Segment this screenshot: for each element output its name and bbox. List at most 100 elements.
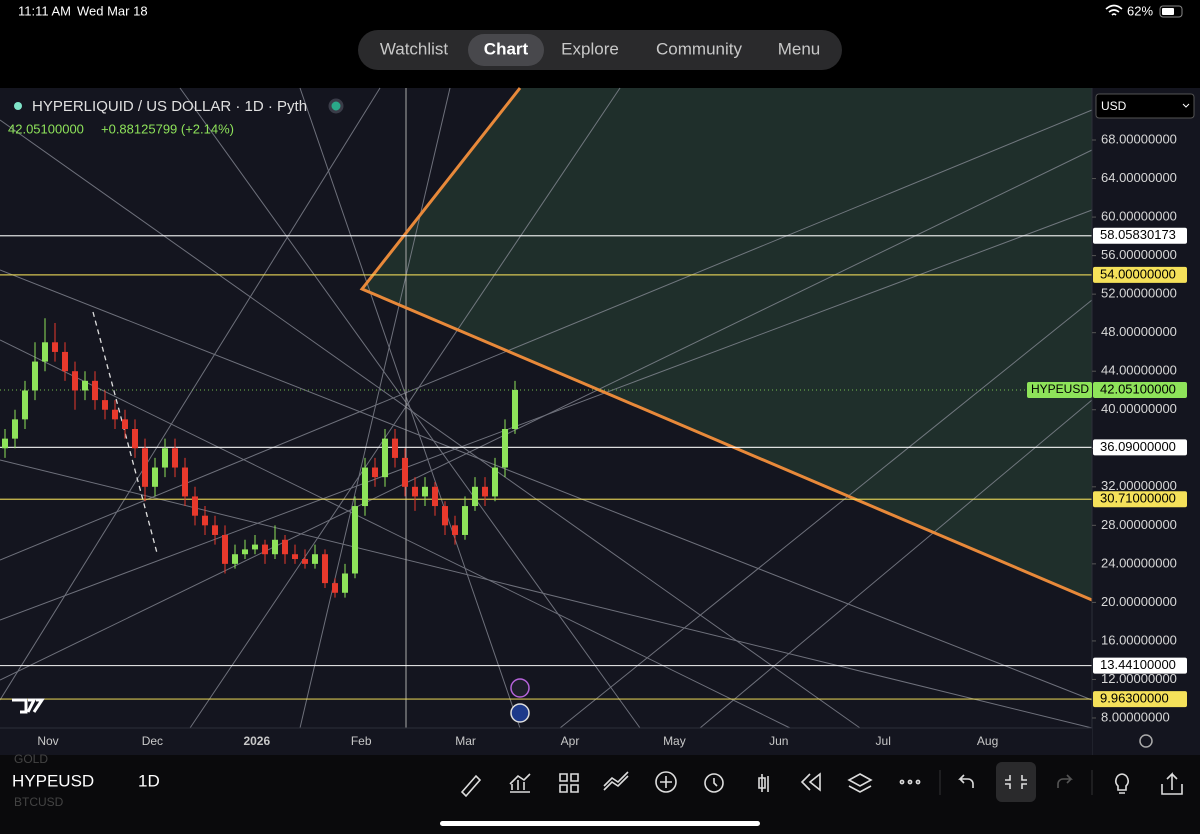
home-indicator (440, 821, 760, 826)
candle-body (502, 428, 508, 468)
gann-fan-fill (362, 88, 1092, 600)
toolbar-interval[interactable]: 1D (138, 771, 160, 790)
candle-body (132, 428, 138, 449)
alert-icon[interactable] (704, 773, 724, 793)
draw-icon[interactable] (460, 774, 482, 798)
candle-body (152, 467, 158, 487)
indicators-icon[interactable] (509, 773, 531, 793)
market-status (328, 98, 344, 114)
battery-icon (1159, 5, 1183, 18)
last-price-tag (1093, 381, 1187, 398)
candle-body (452, 525, 458, 535)
candle-body (262, 544, 268, 555)
candle-body (392, 438, 398, 458)
event-icon[interactable] (510, 678, 530, 698)
candle-body (182, 467, 188, 497)
ideas-icon[interactable] (1115, 773, 1129, 794)
candle-body (92, 380, 98, 401)
dashed-trend (92, 311, 158, 554)
fullscreen-button[interactable] (996, 762, 1036, 802)
candle-body (202, 515, 208, 526)
x-tick-label: Feb (351, 734, 372, 748)
candle-body (192, 496, 198, 516)
y-tick-label: 16.00000000 (1101, 632, 1177, 647)
candle-body (422, 486, 428, 497)
candle-body (122, 419, 128, 429)
currency-select[interactable] (1095, 93, 1195, 119)
dropdown-arrow (1182, 103, 1190, 108)
level-label: 58.05830173 (1100, 227, 1176, 242)
other-symbol: BTCUSD (14, 795, 64, 809)
candle-body (492, 467, 498, 497)
y-tick-label: 48.00000000 (1101, 324, 1177, 339)
settings-icon[interactable] (1139, 734, 1153, 748)
add-icon[interactable] (655, 771, 677, 793)
more-icon[interactable] (899, 779, 905, 785)
redo-icon (1057, 774, 1073, 788)
x-tick-label: Dec (142, 734, 163, 748)
status-time: 11:11 AM (18, 3, 71, 18)
candle-body (52, 342, 58, 352)
candle-body (42, 342, 48, 362)
compare-icon[interactable] (603, 771, 629, 791)
candle-body (302, 559, 308, 564)
x-tick-label: Aug (977, 734, 998, 748)
replay-icon[interactable] (800, 772, 821, 792)
x-tick-label: Jul (876, 734, 891, 748)
level-label: 9.96300000 (1100, 691, 1169, 706)
candle-body (412, 486, 418, 497)
candle-body (372, 467, 378, 478)
candle-body (252, 544, 258, 550)
candle-body (322, 554, 328, 584)
wifi-icon (1105, 4, 1123, 16)
gann-line (0, 87, 381, 701)
gann-line (0, 459, 1093, 729)
candle-body (282, 539, 288, 555)
gann-line (0, 209, 1093, 621)
last-price: 42.05100000 (8, 121, 84, 136)
candle-body (82, 380, 88, 391)
candle-icon[interactable] (758, 774, 769, 792)
time-axis (0, 728, 1092, 755)
tabs: Watchlist Chart Explore Community Menu (380, 34, 820, 66)
candle-body (222, 534, 228, 564)
gann-line (559, 299, 1093, 729)
x-tick-label: May (663, 734, 686, 748)
candle-body (342, 573, 348, 593)
tab[interactable]: Menu (778, 39, 821, 58)
candle-body (162, 448, 168, 468)
toolbar-symbol[interactable]: HYPEUSD (12, 771, 94, 790)
y-tick-label: 32.00000000 (1101, 478, 1177, 493)
candle-body (2, 438, 8, 449)
gann-line (0, 339, 791, 729)
y-tick-label: 44.00000000 (1101, 363, 1177, 378)
battery-level (1162, 8, 1174, 15)
candle-body (512, 389, 518, 429)
toolbar-icons (460, 771, 1183, 798)
tab[interactable]: Explore (561, 39, 619, 58)
price-axis (1092, 88, 1200, 755)
plot (0, 87, 1093, 729)
country-icon[interactable] (510, 703, 530, 723)
undo-icon[interactable] (958, 774, 974, 788)
layers-icon[interactable] (847, 773, 873, 793)
symbol-tag (1027, 381, 1092, 398)
status-date: Wed Mar 18 (77, 3, 148, 18)
tab[interactable]: Chart (484, 39, 529, 58)
tv-logo (12, 698, 45, 714)
tab[interactable]: Community (656, 39, 742, 58)
last-price-label: 42.05100000 (1100, 381, 1176, 396)
symbol-logo (14, 102, 22, 110)
candle-body (312, 554, 318, 564)
candle-body (402, 457, 408, 487)
tab[interactable]: Watchlist (380, 39, 449, 58)
candle-body (112, 409, 118, 420)
x-tick-label: Apr (561, 734, 580, 748)
y-tick-label: 56.00000000 (1101, 247, 1177, 262)
share-icon[interactable] (1161, 772, 1183, 795)
layout-icon[interactable] (559, 773, 579, 793)
gann-line (699, 399, 1093, 729)
candle-body (102, 400, 108, 410)
